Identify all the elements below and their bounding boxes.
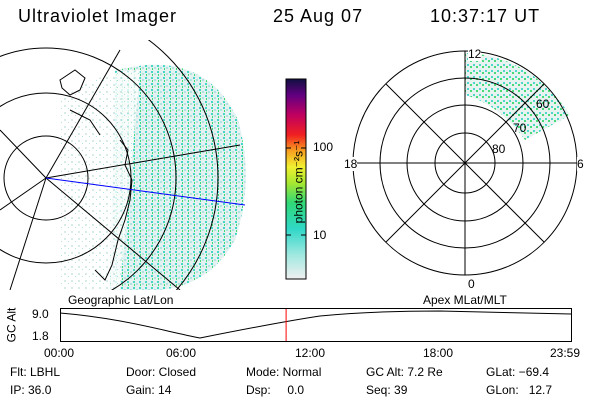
mlt-label-12: 12 [468,47,482,61]
mlt-label-6: 6 [577,157,584,171]
diagonal-axis [385,83,545,243]
time-tick-0000: 00:00 [44,346,75,360]
glat-info: GLat: −69.4 [486,365,550,379]
meridian-line [9,177,47,290]
gain-info: Gain: 14 [126,383,172,397]
colorbar [285,78,307,280]
meridian-line [45,49,121,179]
meridian-line [45,144,241,179]
time-tick-1800: 18:00 [423,346,454,360]
apex-panel-label: Apex MLat/MLT [423,293,507,307]
instrument-title: Ultraviolet Imager [18,6,178,26]
geographic-panel-label: Geographic Lat/Lon [68,293,174,307]
latitude-circle [3,135,89,221]
colorbar-tick-10: 10 [313,228,327,242]
mlat-label-70: 70 [513,121,527,135]
uv-emission-region [110,64,246,290]
geographic-image [0,40,246,290]
time-tick-0600: 06:00 [166,346,197,360]
filter-info: Flt: LBHL [10,365,61,379]
altitude-ytick-high: 9.0 [32,307,49,321]
meridian-line [0,177,47,211]
ip-info: IP: 36.0 [10,383,52,397]
polar-mlt-plot [352,50,578,276]
door-info: Door: Closed [126,365,197,379]
mode-info: Mode: Normal [246,365,322,379]
altitude-curve [60,310,572,339]
coastline [59,69,86,96]
glon-info: GLon: 12.7 [486,383,553,397]
mlat-label-80: 80 [492,142,506,156]
altitude-plot [60,308,572,342]
dsp-info: Dsp: 0.0 [246,383,305,397]
seq-info: Seq: 39 [366,383,408,397]
mlt-label-18: 18 [344,157,358,171]
latitude-circle [0,47,177,290]
mlat-label-60: 60 [536,97,550,111]
blue-reference-line [45,177,246,206]
date-label: 25 Aug 07 [273,6,364,26]
latitude-circle [147,40,219,290]
time-tick-1200: 12:00 [295,346,326,360]
time-tick-2359: 23:59 [550,346,581,360]
coastline [69,109,101,136]
time-label: 10:37:17 UT [430,6,541,26]
meridian-line [45,177,181,290]
colorbar-unit-label: photon cm⁻²s⁻¹ [291,140,306,224]
altitude-ytick-low: 1.8 [32,329,49,343]
coastline [94,139,133,281]
gc-alt-info: GC Alt: 7.2 Re [366,365,443,379]
altitude-ylabel: GC Alt [4,307,19,343]
meridian-line [0,129,47,179]
mlt-label-0: 0 [468,277,475,291]
colorbar-tick-100: 100 [313,140,334,154]
